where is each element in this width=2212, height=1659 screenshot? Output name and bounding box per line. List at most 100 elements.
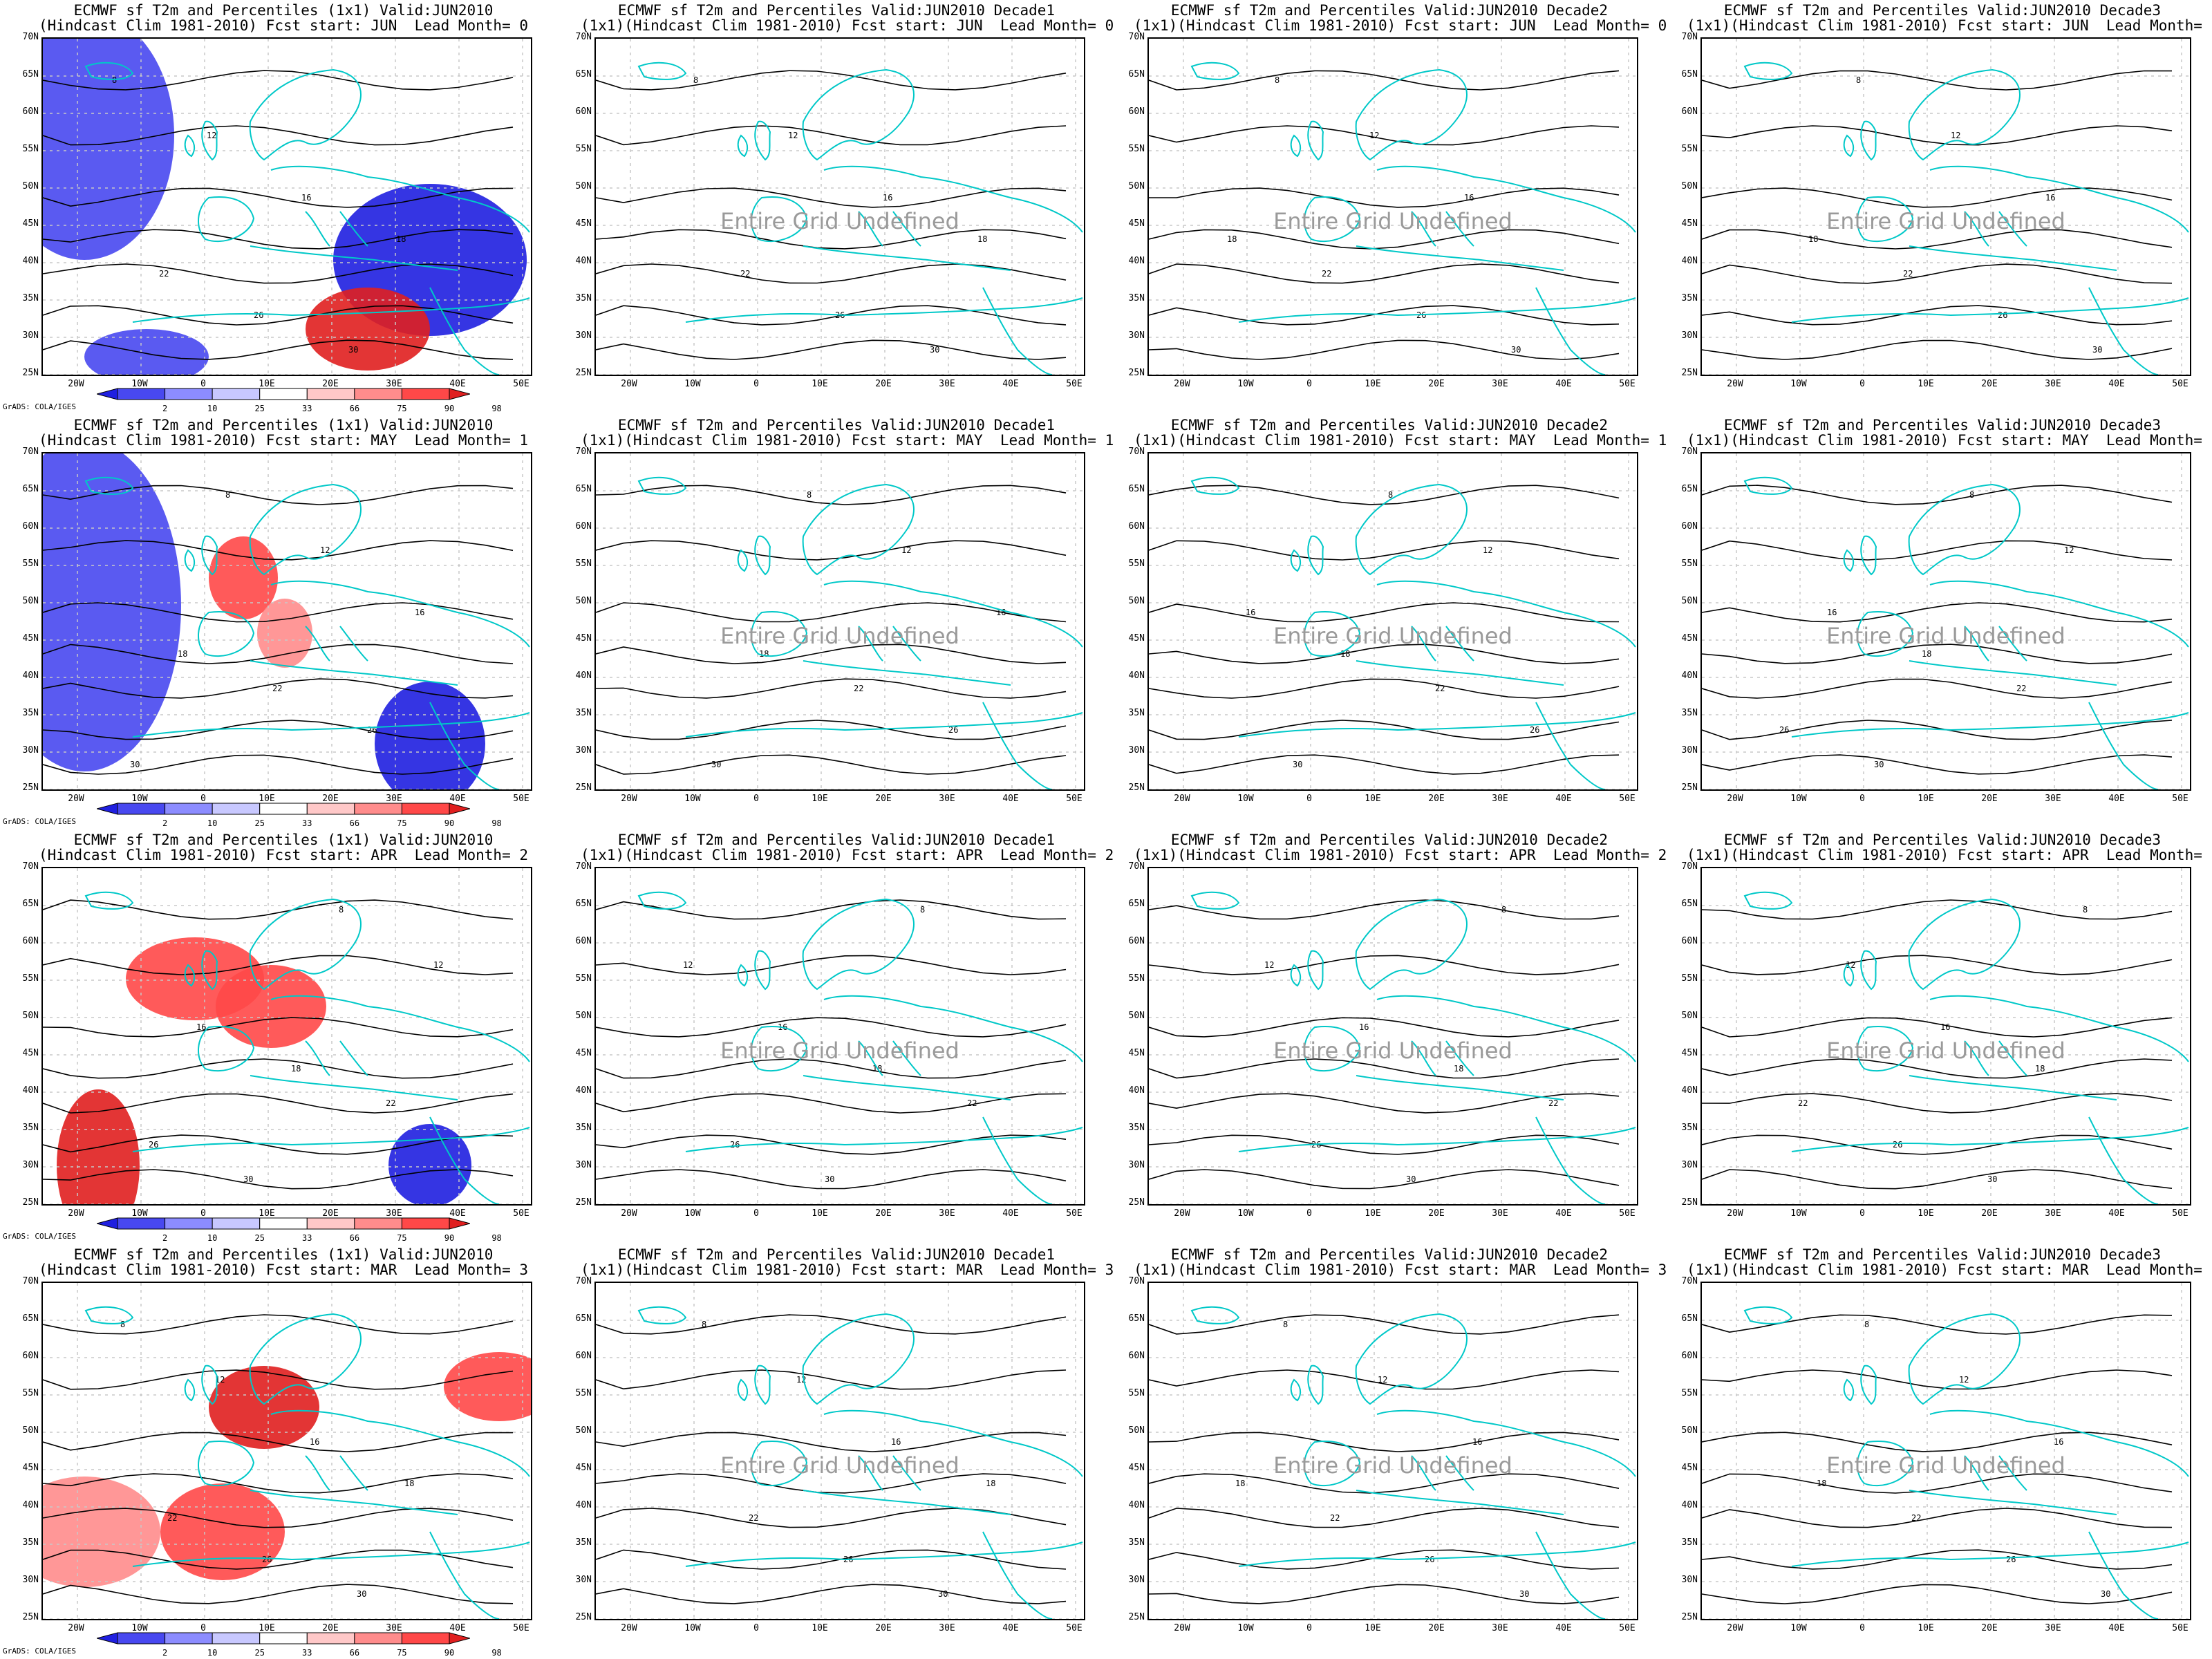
panel-subtitle: (Hindcast Clim 1981-2010) Fcst start: AP… — [38, 847, 528, 863]
colorbar — [97, 1632, 470, 1644]
contour-label: 18 — [396, 234, 406, 244]
lat-tick-label: 70N — [1681, 1276, 1698, 1286]
panel-title: ECMWF sf T2m and Percentiles Valid:JUN20… — [617, 1246, 1056, 1263]
lon-tick-label: 10E — [812, 794, 828, 804]
lon-tick-label: 20E — [875, 379, 892, 389]
lon-tick-label: 20E — [322, 794, 339, 804]
lon-tick-label: 20W — [1727, 794, 1743, 804]
contour-label: 8 — [1501, 905, 1506, 915]
lat-tick-label: 60N — [22, 106, 39, 117]
lat-tick-label: 35N — [575, 293, 592, 303]
lat-tick-label: 65N — [575, 484, 592, 494]
contour-label: 30 — [1406, 1174, 1416, 1184]
lat-tick-label: 60N — [22, 1351, 39, 1361]
contour-label: 30 — [1519, 1589, 1529, 1599]
map-frame: 8 12 16 18 22 26 30 — [41, 452, 532, 791]
lon-tick-label: 30E — [939, 1208, 955, 1219]
lat-tick-label: 35N — [1128, 293, 1145, 303]
lon-tick-label: 50E — [513, 1623, 529, 1633]
credit-label: GrADS: COLA/IGES — [3, 402, 76, 411]
contour-label: 30 — [1511, 345, 1521, 355]
panel-title: ECMWF sf T2m and Percentiles Valid:JUN20… — [617, 832, 1056, 848]
panel-subtitle: (1x1)(Hindcast Clim 1981-2010) Fcst star… — [581, 1262, 1114, 1278]
lat-tick-label: 45N — [575, 633, 592, 644]
lat-tick-label: 55N — [1128, 144, 1145, 154]
lat-tick-label: 55N — [22, 973, 39, 984]
lat-tick-label: 40N — [1681, 256, 1698, 266]
colorbar-label: 98 — [491, 818, 502, 828]
lon-tick-label: 30E — [939, 794, 955, 804]
lon-tick-label: 0 — [200, 794, 206, 804]
lon-tick-label: 10E — [1365, 1623, 1381, 1633]
lat-tick-label: 25N — [575, 1197, 592, 1208]
contour-label: 30 — [825, 1174, 834, 1184]
lat-tick-label: 25N — [1681, 368, 1698, 378]
lon-tick-label: 40E — [449, 1208, 466, 1219]
panel-subtitle: (1x1)(Hindcast Clim 1981-2010) Fcst star… — [581, 17, 1114, 34]
lon-tick-label: 10W — [1790, 1623, 1807, 1633]
lon-tick-label: 20W — [68, 1208, 84, 1219]
colorbar — [97, 388, 470, 400]
panel-title: ECMWF sf T2m and Percentiles Valid:JUN20… — [1723, 1246, 2162, 1263]
panel-title: ECMWF sf T2m and Percentiles Valid:JUN20… — [1723, 417, 2162, 433]
contour-label: 22 — [167, 1513, 177, 1523]
lat-tick-label: 50N — [1128, 181, 1145, 191]
colorbar-label: 66 — [349, 404, 360, 413]
contour-label: 16 — [1472, 1437, 1482, 1447]
contour-label: 22 — [1435, 684, 1445, 693]
lat-tick-label: 40N — [575, 671, 592, 681]
colorbar-label: 2 — [162, 818, 168, 828]
lon-tick-label: 50E — [1619, 1623, 1635, 1633]
lat-tick-label: 25N — [1128, 1197, 1145, 1208]
lon-tick-label: 20E — [1428, 794, 1445, 804]
lon-tick-label: 40E — [1555, 794, 1572, 804]
contour-label: 12 — [1483, 545, 1492, 555]
colorbar-label: 2 — [162, 1648, 168, 1658]
lat-tick-label: 70N — [1128, 32, 1145, 42]
contour-label: 26 — [1893, 1140, 1902, 1150]
lat-tick-label: 50N — [1681, 596, 1698, 606]
lon-tick-label: 30E — [2045, 1623, 2061, 1633]
lat-tick-label: 35N — [1681, 293, 1698, 303]
contour-label: 8 — [1283, 1320, 1288, 1329]
lon-tick-label: 40E — [1002, 379, 1019, 389]
panel-subtitle: (1x1)(Hindcast Clim 1981-2010) Fcst star… — [581, 432, 1114, 449]
lat-tick-label: 60N — [22, 521, 39, 532]
lon-tick-label: 10E — [812, 1208, 828, 1219]
colorbar-label: 98 — [491, 404, 502, 413]
undefined-label: Entire Grid Undefined — [1826, 208, 2065, 234]
contour-label: 18 — [178, 649, 187, 659]
map-frame: 8 12 16 18 22 26 30 — [41, 1282, 532, 1620]
lon-tick-label: 20W — [1174, 379, 1190, 389]
lat-tick-label: 70N — [575, 861, 592, 872]
contour-label: 26 — [1530, 725, 1539, 735]
contour-label: 12 — [1846, 960, 1855, 970]
colorbar-label: 33 — [302, 1648, 312, 1658]
contour-label: 16 — [301, 193, 311, 203]
lat-tick-label: 50N — [1128, 1011, 1145, 1021]
contour-label: 8 — [702, 1320, 706, 1329]
lat-tick-label: 35N — [1681, 1123, 1698, 1133]
contour-label: 16 — [2054, 1437, 2063, 1447]
colorbar-label: 33 — [302, 818, 312, 828]
lat-tick-label: 65N — [22, 1313, 39, 1324]
lat-tick-label: 40N — [575, 1085, 592, 1096]
contour-label: 18 — [1227, 234, 1237, 244]
anomaly-panel: ECMWF sf T2m and Percentiles (1x1) Valid… — [0, 830, 553, 1244]
lat-tick-label: 55N — [1128, 1388, 1145, 1398]
panel-title: ECMWF sf T2m and Percentiles Valid:JUN20… — [617, 2, 1056, 19]
lon-tick-label: 20W — [621, 794, 637, 804]
lat-tick-label: 65N — [575, 899, 592, 909]
lat-tick-label: 25N — [1128, 368, 1145, 378]
contour-label: 12 — [207, 131, 216, 140]
lat-tick-label: 55N — [1681, 144, 1698, 154]
lat-tick-label: 30N — [575, 330, 592, 341]
lat-tick-label: 70N — [22, 32, 39, 42]
undefined-label: Entire Grid Undefined — [1273, 623, 1512, 649]
lon-tick-label: 20W — [1174, 1623, 1190, 1633]
lon-tick-label: 10E — [259, 379, 275, 389]
lon-tick-label: 20W — [1727, 1623, 1743, 1633]
